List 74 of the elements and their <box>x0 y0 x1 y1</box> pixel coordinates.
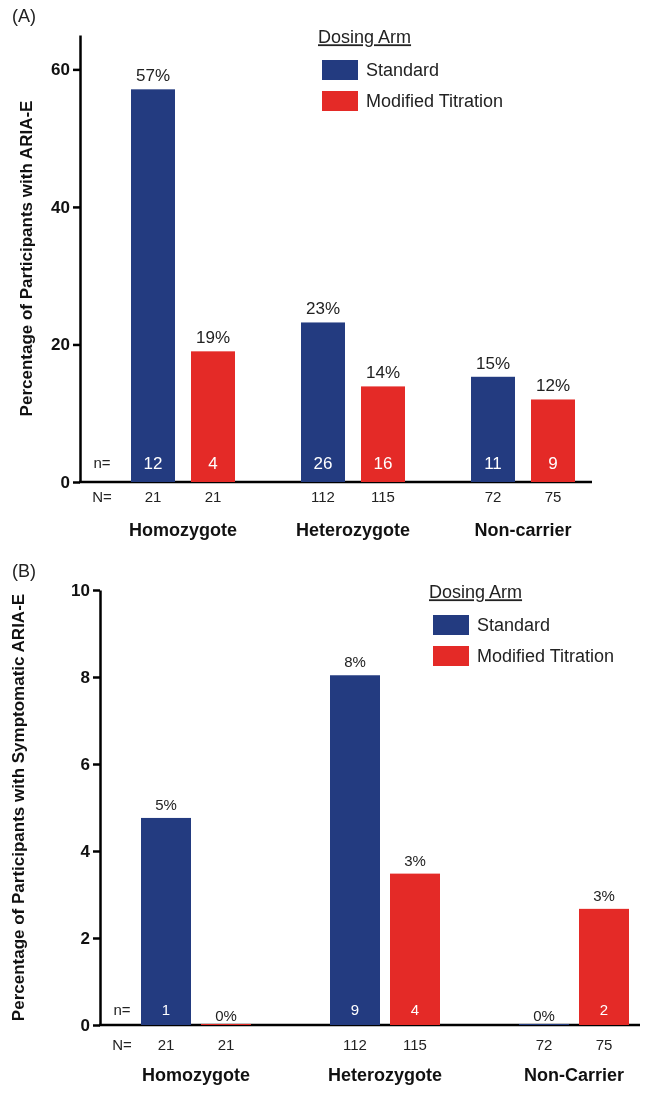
legend-label: Standard <box>366 60 440 81</box>
annotation: n= <box>93 454 111 472</box>
annotation: 11 <box>484 453 502 473</box>
text: 112 <box>343 1036 367 1054</box>
bar <box>579 908 629 1025</box>
y-tick-label: 2 <box>80 928 90 948</box>
x-tick-label: Heterozygote <box>295 520 411 541</box>
text: 21 <box>217 1036 235 1054</box>
data-label: 19% <box>195 328 231 348</box>
text: 21 <box>144 488 162 506</box>
data-label: 5% <box>155 795 177 813</box>
data-label: 14% <box>365 363 401 383</box>
data-label: 0% <box>533 1007 555 1024</box>
annotation: 16 <box>373 453 393 473</box>
annotation: 9 <box>548 453 558 473</box>
bar <box>191 351 235 482</box>
annotation: 4 <box>410 1001 420 1019</box>
data-label: 0% <box>215 1007 237 1024</box>
legend-title: Dosing Arm <box>429 582 523 603</box>
text: 21 <box>157 1036 175 1054</box>
annotation: 1 <box>161 1001 171 1019</box>
y-tick-label: 4 <box>80 841 91 861</box>
text: 75 <box>595 1036 613 1054</box>
x-tick-label: Non-Carrier <box>523 1065 625 1086</box>
legend-label: Modified Titration <box>477 646 615 667</box>
legend-label: Modified Titration <box>366 91 504 112</box>
text: 72 <box>535 1036 553 1054</box>
bar <box>361 386 405 482</box>
y-tick-label: 20 <box>51 335 70 355</box>
annotation: 12 <box>143 453 163 473</box>
legend-title: Dosing Arm <box>318 27 412 48</box>
text: 115 <box>371 488 395 506</box>
y-tick-label: 8 <box>80 667 90 687</box>
data-label: 12% <box>535 376 571 396</box>
bar <box>531 399 575 482</box>
text: (A) <box>12 6 36 26</box>
text: (B) <box>12 561 36 581</box>
data-label: 23% <box>305 299 341 319</box>
bar <box>330 675 380 1025</box>
x-tick-label: Homozygote <box>142 1065 250 1086</box>
annotation: 2 <box>599 1001 609 1019</box>
annotation: 26 <box>313 453 333 473</box>
bar <box>141 817 191 1025</box>
text: 75 <box>544 488 562 506</box>
x-tick-label: Non-carrier <box>474 520 572 541</box>
y-tick-label: 6 <box>80 754 90 774</box>
bar <box>471 376 515 482</box>
data-label: 3% <box>404 851 426 869</box>
y-tick-label: 0 <box>60 472 70 492</box>
y-tick-label: 40 <box>51 197 70 217</box>
y-axis-title: Percentage of Participants with Symptomatic ARIA-E <box>9 593 28 1022</box>
legend-label: Standard <box>477 615 551 636</box>
bar <box>131 89 175 482</box>
x-tick-label: Heterozygote <box>327 1065 443 1086</box>
data-label: 15% <box>475 353 511 373</box>
annotation: 4 <box>208 453 218 473</box>
y-tick-label: 10 <box>71 580 90 600</box>
bar <box>390 873 440 1025</box>
x-tick-label: Homozygote <box>129 520 237 541</box>
data-label: 8% <box>344 653 366 671</box>
text: 112 <box>311 488 335 506</box>
text: N= <box>92 488 113 506</box>
data-label: 57% <box>135 66 171 86</box>
text: 72 <box>484 488 502 506</box>
text: 21 <box>204 488 222 506</box>
bar <box>301 322 345 482</box>
y-axis-title: Percentage of Participants with ARIA-E <box>17 100 36 417</box>
annotation: 9 <box>350 1001 360 1019</box>
y-tick-label: 0 <box>80 1015 90 1035</box>
text: 115 <box>403 1036 427 1054</box>
annotation: n= <box>113 1001 131 1019</box>
y-tick-label: 60 <box>51 60 70 80</box>
data-label: 3% <box>593 886 615 904</box>
text: N= <box>112 1036 133 1054</box>
